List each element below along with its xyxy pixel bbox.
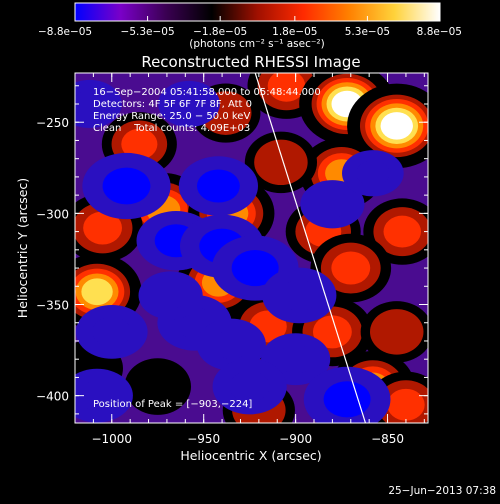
blob-level [212,330,251,360]
blob-level [331,251,371,285]
colorbar-ticks: −8.8e−05 −5.3e−05 −1.8e−05 1.8e−05 5.3e−05 8.… [38,16,462,38]
annotation-peak-position: Position of Peak = [−903,−224] [93,399,252,410]
colorbar-units: (photons cm⁻² s⁻¹ asec⁻²) [189,38,324,50]
blob-level [102,167,151,205]
blob-level [380,112,413,140]
y-axis-label: Heliocentric Y (arcsec) [15,178,30,318]
colorbar-tick-label: −5.3e−05 [121,26,175,38]
blob-level [75,90,108,118]
x-axis-label: Heliocentric X (arcsec) [180,448,321,463]
colorbar: −8.8e−05 −5.3e−05 −1.8e−05 1.8e−05 5.3e−05 8.… [38,2,462,50]
blob-level [153,282,188,309]
blob-level [196,169,240,203]
y-tick-label: −300 [36,207,69,221]
blob-level [312,315,352,349]
image-field [75,73,428,423]
colorbar-tick-label: 5.3e−05 [345,26,390,38]
blob-halo [124,358,192,415]
blob-level [387,388,425,421]
blob-level [81,278,113,306]
blob-level [254,139,308,186]
colorbar-tick-label: 1.8e−05 [272,26,317,38]
colorbar-gradient [74,2,441,22]
blob-level [77,380,117,411]
info-annotations: 16−Sep−2004 05:41:58.000 to 05:48:44.000… [93,87,321,410]
blob-level [231,249,279,287]
solar-limb-line [254,73,367,423]
blob-level [315,190,350,218]
colorbar-tick-label: −8.8e−05 [38,26,92,38]
colorbar-tick-label: −1.8e−05 [193,26,247,38]
x-tick-label: −950 [187,432,220,446]
annotation-detectors: Detectors: 4F 5F 6F 7F 8F, Att 0 [93,99,252,110]
footer-timestamp: 25−Jun−2013 07:38 [388,485,496,497]
blob-level [383,215,422,248]
blob-level [83,211,122,245]
annotation-energy-range: Energy Range: 25.0 − 50.0 keV [93,111,250,122]
blob-level [172,91,206,117]
y-tick-label: −400 [36,390,69,404]
annotation-clean-counts: Clean Total counts: 4.09E+03 [93,123,250,134]
chart-title: Reconstructed RHESSI Image [141,53,360,71]
y-tick-label: −350 [36,299,69,313]
blob-level [323,381,371,418]
blob-level [279,279,320,311]
x-tick-label: −1000 [91,432,132,446]
plot-frame [74,72,429,424]
blob-level [370,309,424,355]
blob-level [276,344,315,374]
blob-level [356,160,390,187]
y-tick-label: −250 [36,116,69,130]
x-tick-label: −900 [279,432,312,446]
blob-level [229,371,270,403]
axis-ticks: −1000 −950 −900 −850 −250 −300 −350 −400 [36,73,428,446]
blob-level [121,128,158,160]
colorbar-tick-label: 8.8e−05 [417,26,462,38]
annotation-time-range: 16−Sep−2004 05:41:58.000 to 05:48:44.000 [93,87,321,98]
x-tick-label: −850 [371,432,404,446]
blob-level [92,316,132,347]
